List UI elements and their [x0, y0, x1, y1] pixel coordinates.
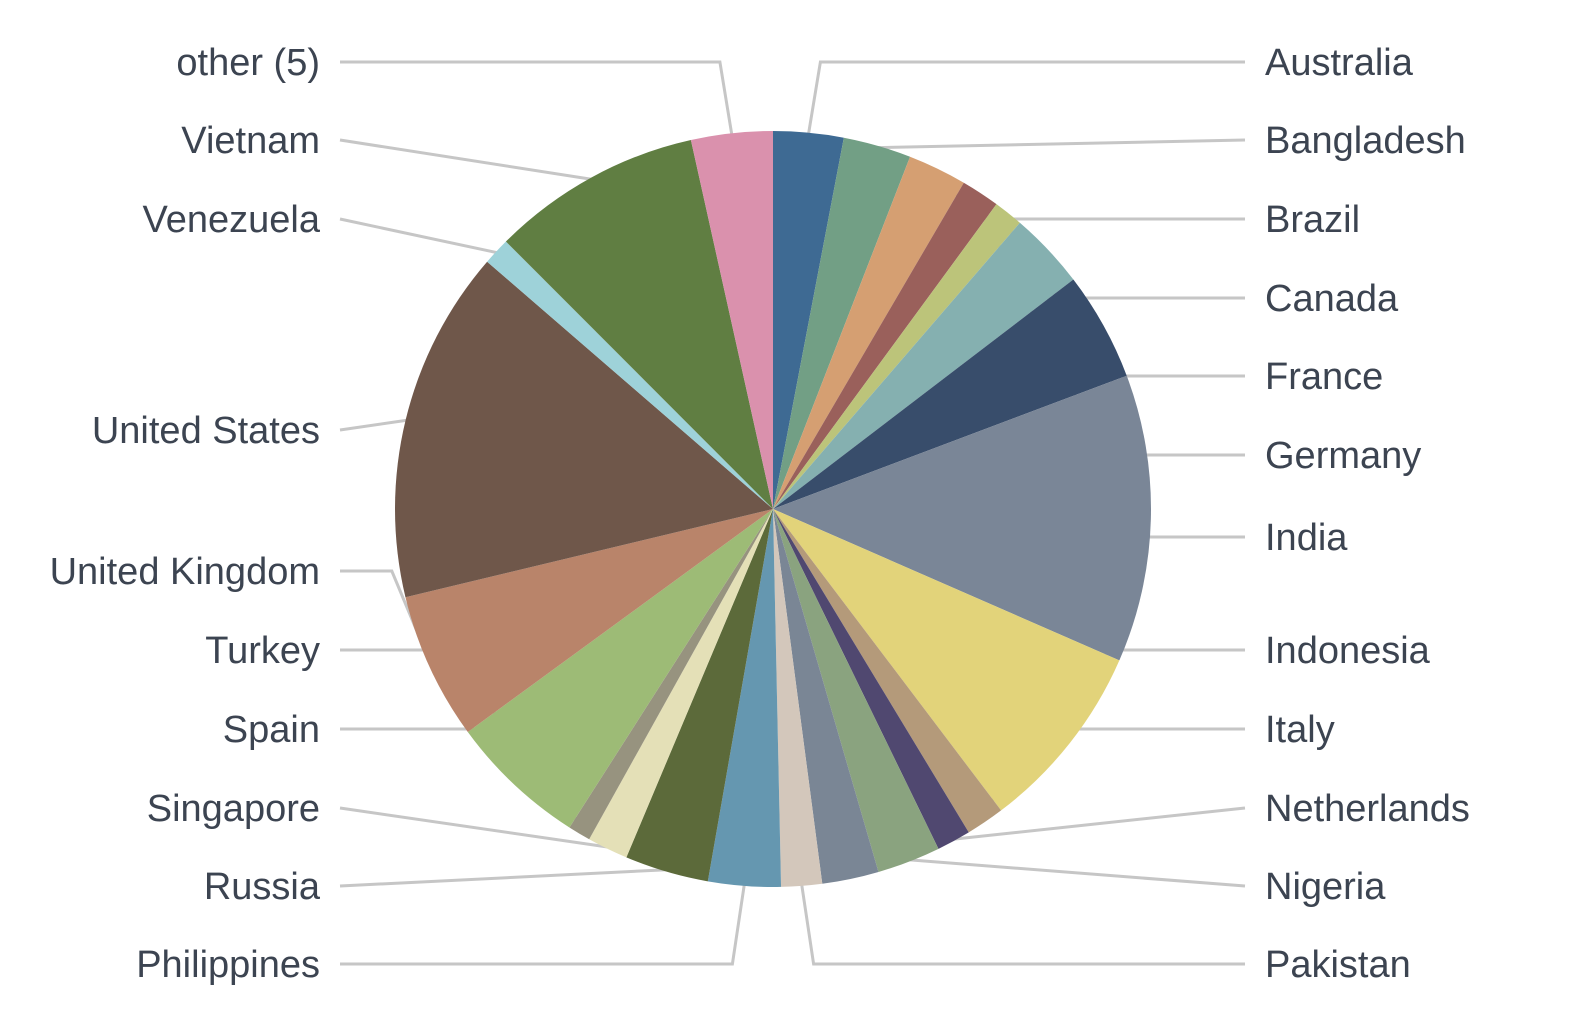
pie-slice-turkey-18	[467, 509, 773, 828]
leader-line-vietnam	[339, 138, 593, 181]
pie-slice-united-kingdom-19	[405, 509, 773, 733]
leader-line-pakistan	[800, 883, 1245, 966]
label-united-kingdom: United Kingdom	[50, 551, 320, 593]
leader-line-singapore	[339, 806, 609, 849]
pie-slice-germany-5	[773, 222, 1074, 509]
pie-slice-spain-17	[569, 509, 773, 840]
label-italy: Italy	[1265, 709, 1335, 751]
label-india: India	[1265, 517, 1348, 559]
pie-slice-russia-15	[626, 509, 773, 882]
pie-labels: Australia Bangladesh Brazil Canada France Ger…	[50, 42, 1470, 986]
leader-line-other-5	[340, 60, 734, 136]
pie-slice-italy-9	[773, 509, 1002, 833]
pie-slice-france-4	[773, 204, 1020, 509]
pie-slice-bangladesh-1	[773, 137, 911, 509]
label-singapore: Singapore	[147, 788, 320, 830]
leader-line-nigeria	[908, 858, 1246, 888]
pie-slice-nigeria-11	[773, 509, 939, 872]
pie-slice-canada-3	[773, 182, 997, 509]
pie-slice-indonesia-8	[773, 509, 1120, 811]
pie-slice-united-states-20	[394, 261, 773, 598]
label-vietnam: Vietnam	[181, 120, 320, 162]
pie-slice-pakistan-13	[773, 509, 823, 887]
label-australia: Australia	[1265, 42, 1414, 84]
leader-line-venezuela	[339, 217, 499, 255]
label-bangladesh: Bangladesh	[1265, 120, 1466, 162]
label-united-states: United States	[92, 410, 320, 452]
label-netherlands: Netherlands	[1265, 788, 1470, 830]
label-spain: Spain	[223, 709, 320, 751]
leader-line-netherlands	[952, 806, 1246, 841]
label-france: France	[1265, 356, 1383, 398]
pie-slice-india-7	[773, 375, 1152, 661]
leader-line-russia	[339, 868, 668, 888]
leader-line-united-states	[339, 418, 408, 432]
leader-line-bangladesh	[876, 138, 1246, 150]
pie-slice-singapore-16	[589, 509, 773, 858]
leader-line-philippines	[340, 883, 746, 966]
pie-slice-venezuela-21	[487, 241, 773, 509]
label-brazil: Brazil	[1265, 199, 1360, 241]
leader-line-australia	[806, 60, 1245, 135]
pie-slices	[394, 131, 1152, 887]
label-philippines: Philippines	[136, 944, 320, 986]
pie-slice-netherlands-10	[773, 509, 969, 849]
pie-slice-australia-0	[773, 131, 844, 509]
label-russia: Russia	[204, 866, 321, 908]
pie-slice-brazil-2	[773, 156, 964, 509]
pie-slice-india-6	[773, 279, 1127, 509]
label-pakistan: Pakistan	[1265, 944, 1411, 986]
pie-slice-vietnam-22	[505, 140, 773, 509]
label-indonesia: Indonesia	[1265, 630, 1431, 672]
pie-slice-other-5-23	[690, 131, 773, 509]
pie-slice-nigeria-12	[773, 509, 879, 884]
label-canada: Canada	[1265, 278, 1399, 320]
label-turkey: Turkey	[205, 630, 320, 672]
pie-slice-philippines-14	[707, 509, 782, 887]
label-germany: Germany	[1265, 435, 1421, 477]
label-nigeria: Nigeria	[1265, 866, 1386, 908]
label-other-5: other (5)	[176, 42, 320, 84]
label-venezuela: Venezuela	[143, 199, 321, 241]
